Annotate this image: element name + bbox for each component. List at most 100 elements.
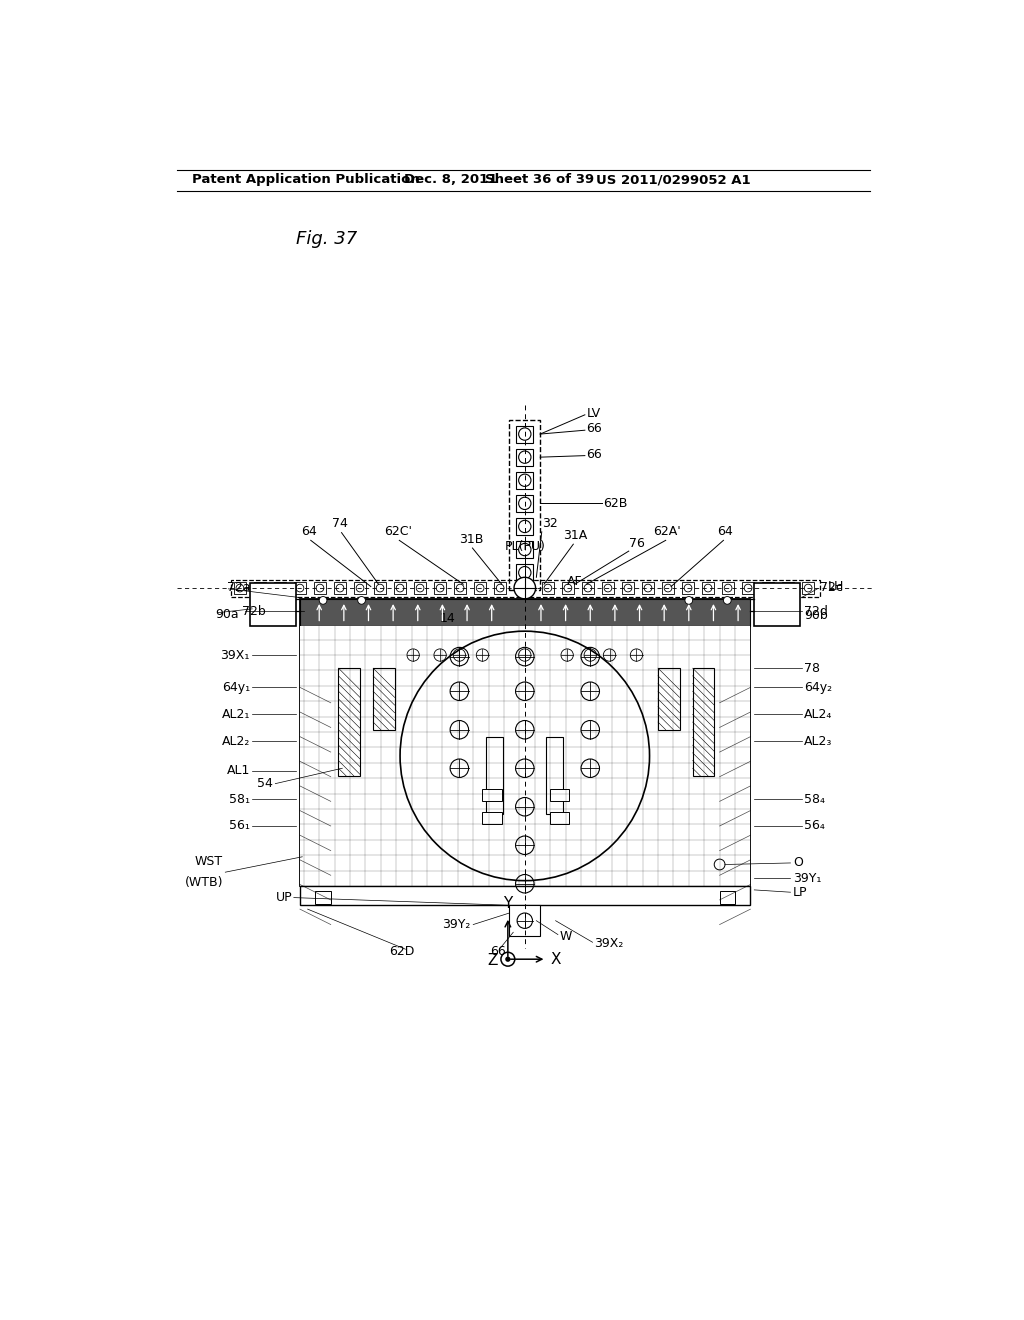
Text: 62B: 62B [603, 496, 628, 510]
Text: (WTB): (WTB) [184, 876, 223, 890]
Bar [542, 582, 554, 594]
Text: 56₁: 56₁ [229, 820, 250, 833]
Bar [722, 582, 734, 594]
Circle shape [501, 952, 515, 966]
Text: Y: Y [503, 896, 512, 911]
Circle shape [454, 649, 466, 661]
Bar [304, 599, 746, 606]
Text: UP: UP [275, 891, 292, 904]
Text: 90b: 90b [804, 609, 828, 622]
Text: W: W [559, 929, 571, 942]
Bar [394, 582, 407, 594]
Text: 72a: 72a [226, 581, 251, 594]
Circle shape [476, 649, 488, 661]
Bar [742, 582, 755, 594]
Bar [509, 906, 541, 936]
Text: 54: 54 [257, 777, 273, 791]
Text: 39Y₂: 39Y₂ [442, 917, 471, 931]
Circle shape [581, 721, 599, 739]
Text: 31B: 31B [459, 533, 483, 545]
Bar [682, 582, 694, 594]
Bar [509, 420, 541, 590]
Bar [250, 583, 296, 626]
Circle shape [357, 597, 366, 605]
Text: AL1: AL1 [226, 764, 250, 777]
Bar [547, 738, 563, 814]
Circle shape [434, 649, 446, 661]
Bar [755, 583, 801, 626]
Text: LH: LH [827, 579, 844, 593]
Text: AL2₄: AL2₄ [804, 708, 833, 721]
Bar [782, 582, 795, 594]
Circle shape [631, 649, 643, 661]
Bar [562, 582, 574, 594]
Bar [254, 582, 266, 594]
Circle shape [451, 721, 469, 739]
Text: AF: AF [567, 576, 583, 589]
Bar [294, 582, 306, 594]
Text: 62C': 62C' [384, 525, 412, 539]
Circle shape [319, 597, 327, 605]
Bar [516, 471, 534, 488]
Text: 64: 64 [717, 525, 733, 539]
Text: O: O [793, 857, 803, 870]
Bar [720, 891, 735, 904]
Text: 78: 78 [804, 661, 820, 675]
Bar [315, 891, 331, 904]
Bar [474, 582, 486, 594]
Text: 76: 76 [629, 536, 645, 549]
Bar [658, 668, 680, 730]
Text: PL(PU): PL(PU) [505, 540, 545, 553]
Circle shape [603, 649, 615, 661]
Text: 66: 66 [489, 945, 506, 958]
Bar [354, 582, 367, 594]
Circle shape [515, 682, 535, 701]
Text: 14: 14 [440, 612, 456, 626]
Bar [516, 564, 534, 581]
Text: WST: WST [195, 855, 223, 869]
Text: 66: 66 [587, 422, 602, 436]
Bar [516, 495, 534, 512]
Circle shape [514, 577, 536, 599]
Circle shape [581, 759, 599, 777]
Bar [374, 582, 386, 594]
Bar [339, 668, 360, 776]
Circle shape [581, 682, 599, 701]
Text: Patent Application Publication: Patent Application Publication [193, 173, 420, 186]
Bar [486, 738, 503, 814]
Text: LV: LV [587, 407, 600, 420]
Text: AL2₂: AL2₂ [221, 735, 250, 748]
Bar [454, 582, 466, 594]
Bar [233, 582, 246, 594]
Bar [313, 582, 326, 594]
Bar [516, 425, 534, 442]
Circle shape [407, 649, 419, 661]
Circle shape [451, 647, 469, 665]
Circle shape [517, 913, 532, 928]
Circle shape [515, 721, 535, 739]
Bar [230, 579, 819, 597]
Circle shape [515, 836, 535, 854]
Bar [516, 517, 534, 535]
Text: 32: 32 [542, 517, 557, 531]
Bar [300, 626, 751, 886]
Bar [516, 449, 534, 466]
Text: 90a: 90a [215, 607, 239, 620]
Text: 74: 74 [332, 517, 348, 531]
Text: 31A: 31A [563, 529, 587, 543]
Bar [602, 582, 614, 594]
Circle shape [561, 649, 573, 661]
Circle shape [724, 597, 731, 605]
Text: AL2₁: AL2₁ [221, 708, 250, 721]
Text: Dec. 8, 2011: Dec. 8, 2011 [403, 173, 498, 186]
Circle shape [714, 859, 725, 870]
Circle shape [515, 875, 535, 894]
Bar [300, 599, 751, 626]
Text: LP: LP [793, 886, 807, 899]
Bar [300, 886, 751, 906]
Bar [434, 582, 446, 594]
Text: US 2011/0299052 A1: US 2011/0299052 A1 [596, 173, 751, 186]
Text: 39X₁: 39X₁ [220, 648, 250, 661]
Bar [762, 582, 774, 594]
Bar [662, 582, 674, 594]
